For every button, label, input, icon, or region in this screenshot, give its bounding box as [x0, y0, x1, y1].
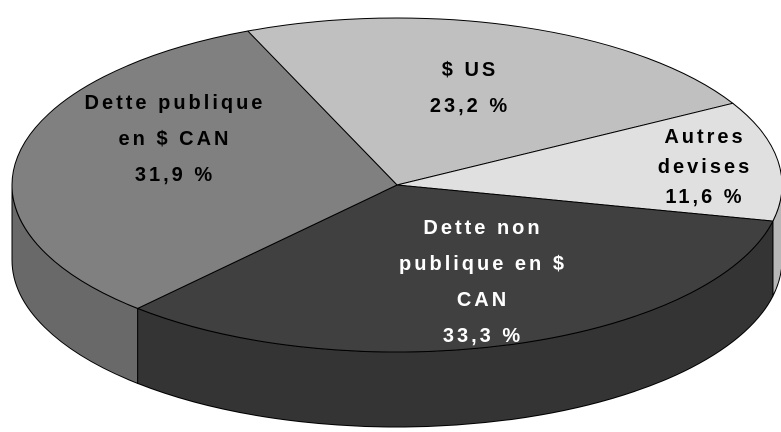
slice-label: $ US 23,2 % [375, 52, 565, 124]
slice-value: 11,6 % [665, 186, 745, 208]
slice-value: 31,9 % [134, 164, 216, 186]
pie-slice [136, 184, 774, 353]
slice-name: Autres devises [657, 126, 753, 178]
slice-value: 33,3 % [442, 325, 524, 347]
slice-name: $ US [441, 59, 499, 81]
slice-value: 23,2 % [429, 95, 511, 117]
slice-name: Dette publique en $ CAN [84, 92, 266, 150]
pie-slice [246, 17, 734, 186]
slice-label: Dette publique en $ CAN 31,9 % [80, 85, 270, 193]
pie-slice [11, 30, 398, 309]
slice-name: Dette non publique en $ CAN [399, 217, 567, 311]
slice-label: Autres devises 11,6 % [640, 122, 770, 212]
slice-label: Dette non publique en $ CAN 33,3 % [383, 210, 583, 354]
pie-slice [396, 102, 781, 222]
